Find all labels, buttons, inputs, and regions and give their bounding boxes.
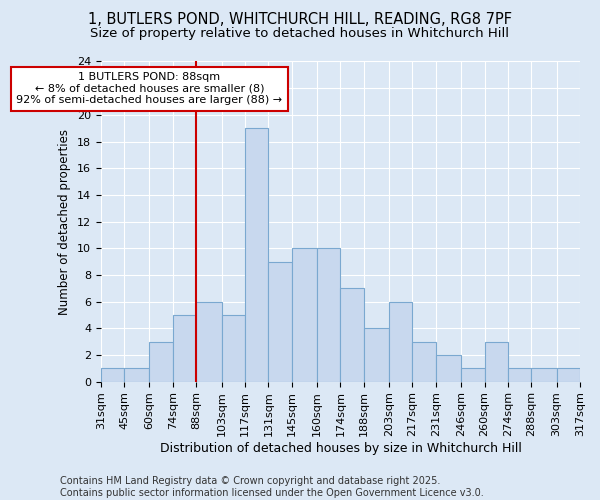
Bar (389, 302, 412, 382)
Bar (436, 355, 461, 382)
Bar (508, 368, 532, 382)
Bar (340, 288, 364, 382)
Bar (245, 128, 268, 382)
Bar (221, 315, 245, 382)
Bar (532, 368, 557, 382)
Y-axis label: Number of detached properties: Number of detached properties (58, 128, 71, 314)
Bar (196, 302, 221, 382)
Text: Size of property relative to detached houses in Whitchurch Hill: Size of property relative to detached ho… (91, 28, 509, 40)
Bar (173, 315, 196, 382)
Bar (485, 342, 508, 382)
Bar (317, 248, 340, 382)
Text: Contains HM Land Registry data © Crown copyright and database right 2025.
Contai: Contains HM Land Registry data © Crown c… (60, 476, 484, 498)
Bar (292, 248, 317, 382)
Bar (412, 342, 436, 382)
Bar (461, 368, 485, 382)
Bar (149, 342, 173, 382)
X-axis label: Distribution of detached houses by size in Whitchurch Hill: Distribution of detached houses by size … (160, 442, 521, 455)
Bar (557, 368, 580, 382)
Text: 1 BUTLERS POND: 88sqm
← 8% of detached houses are smaller (8)
92% of semi-detach: 1 BUTLERS POND: 88sqm ← 8% of detached h… (16, 72, 283, 106)
Bar (268, 262, 292, 382)
Bar (364, 328, 389, 382)
Bar (124, 368, 149, 382)
Text: 1, BUTLERS POND, WHITCHURCH HILL, READING, RG8 7PF: 1, BUTLERS POND, WHITCHURCH HILL, READIN… (88, 12, 512, 28)
Bar (101, 368, 124, 382)
